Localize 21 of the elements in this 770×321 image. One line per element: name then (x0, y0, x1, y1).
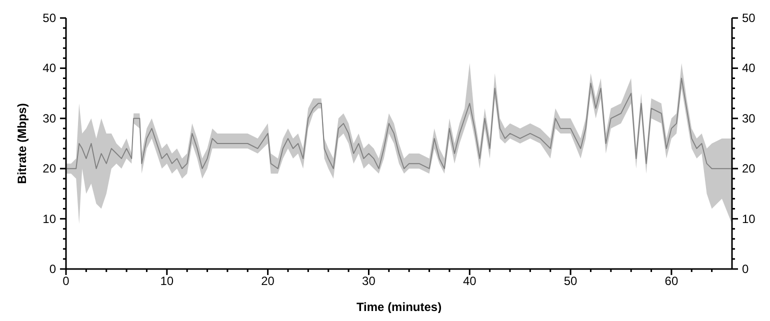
y-tick-label: 20 (42, 162, 56, 176)
line-series (66, 78, 732, 170)
x-tick-label: 20 (261, 274, 275, 288)
x-tick-label: 10 (160, 274, 174, 288)
x-tick-label: 60 (664, 274, 678, 288)
y-axis-title: Bitrate (Mbps) (15, 103, 29, 184)
y2-tick-label: 0 (742, 262, 749, 276)
y-tick-label: 10 (42, 212, 56, 226)
y2-tick-label: 20 (742, 162, 756, 176)
y-tick-label: 50 (42, 11, 56, 25)
y-tick-label: 40 (42, 61, 56, 76)
x-tick-label: 30 (362, 274, 376, 288)
y2-tick-label: 10 (742, 212, 756, 226)
y2-tick-label: 50 (742, 11, 756, 25)
y2-tick-label: 30 (742, 111, 756, 126)
y-tick-label: 0 (49, 262, 56, 276)
x-tick-label: 40 (462, 274, 477, 288)
x-tick-label: 50 (564, 274, 578, 288)
x-tick-label: 0 (62, 274, 70, 288)
y2-tick-label: 40 (742, 61, 756, 76)
y-tick-label: 30 (42, 111, 56, 126)
